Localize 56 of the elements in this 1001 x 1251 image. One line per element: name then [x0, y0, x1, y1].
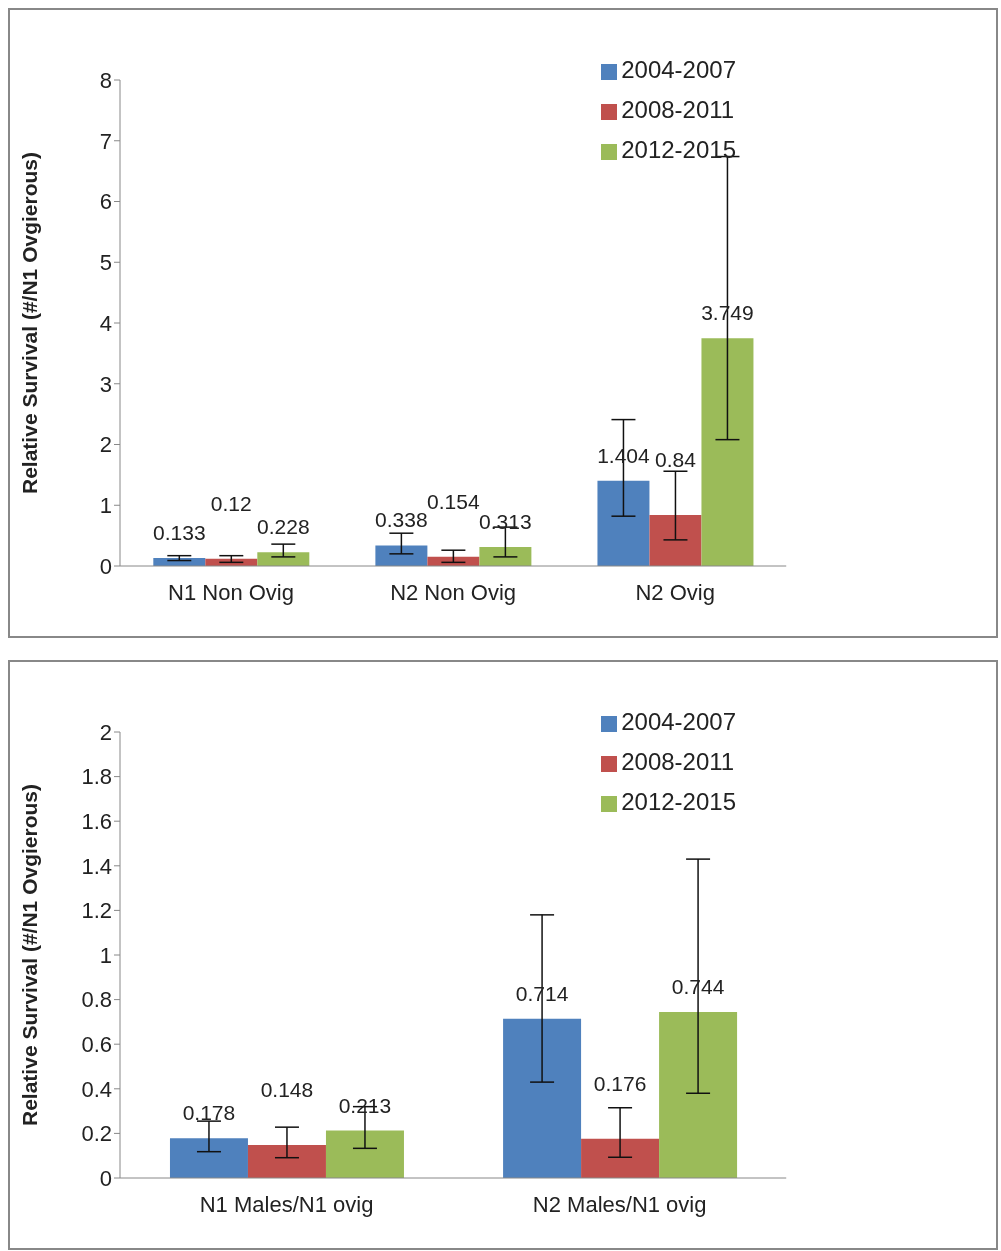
y-axis-title: Relative Survival (#/N1 Ovgierous) — [18, 784, 42, 1126]
bar — [257, 552, 310, 566]
bar — [375, 545, 428, 566]
legend-label: 2008-2011 — [621, 96, 735, 123]
bar — [479, 546, 532, 566]
y-tick-label: 6 — [99, 189, 112, 215]
y-tick-label: 3 — [99, 371, 112, 397]
y-tick-label: 2 — [99, 719, 112, 745]
bar — [247, 1145, 326, 1178]
data-label: 0.213 — [338, 1093, 392, 1117]
data-label: 0.154 — [427, 489, 480, 513]
y-tick-label: 0 — [99, 553, 112, 579]
data-label: 0.338 — [375, 508, 428, 532]
x-tick-label: N1 Males/N1 ovig — [199, 1191, 374, 1217]
y-tick-label: 4 — [99, 310, 112, 336]
y-tick-label: 0.6 — [81, 1032, 112, 1058]
data-label: 0.133 — [153, 520, 206, 544]
y-tick-label: 5 — [99, 250, 112, 276]
legend-label: 2012-2015 — [621, 136, 736, 163]
bar — [701, 338, 754, 566]
x-tick-label: N1 Non Ovig — [168, 579, 295, 605]
y-tick-label: 0.8 — [81, 987, 112, 1013]
data-label: 0.12 — [210, 491, 252, 515]
data-label: 0.84 — [655, 447, 697, 471]
y-tick-label: 0 — [99, 1165, 112, 1191]
y-tick-label: 1.2 — [81, 898, 112, 924]
y-tick-label: 1.6 — [81, 809, 112, 835]
bar — [581, 1138, 660, 1178]
bar — [659, 1012, 738, 1178]
legend-label: 2012-2015 — [621, 788, 736, 815]
legend-label: 2008-2011 — [621, 748, 735, 775]
legend-label: 2004-2007 — [621, 708, 736, 735]
y-tick-label: 1 — [99, 942, 112, 968]
bar — [169, 1138, 248, 1178]
y-tick-label: 8 — [99, 67, 112, 93]
y-axis-title: Relative Survival (#/N1 Ovgierous) — [18, 152, 42, 494]
bar — [503, 1018, 582, 1178]
legend-label: 2004-2007 — [621, 56, 736, 83]
y-tick-label: 1.8 — [81, 764, 112, 790]
x-tick-label: N2 Non Ovig — [390, 579, 517, 605]
y-tick-label: 0.4 — [81, 1076, 112, 1102]
data-label: 0.228 — [257, 515, 310, 539]
x-tick-label: N2 Males/N1 ovig — [532, 1191, 707, 1217]
bar — [649, 514, 702, 566]
y-tick-label: 1 — [99, 493, 112, 519]
bar — [597, 480, 650, 566]
data-label: 0.176 — [593, 1071, 647, 1095]
data-label: 0.178 — [182, 1101, 236, 1125]
data-label: 0.313 — [479, 509, 532, 533]
bar — [325, 1130, 404, 1178]
y-tick-label: 0.2 — [81, 1121, 112, 1147]
y-tick-label: 2 — [99, 432, 112, 458]
y-tick-label: 1.4 — [81, 853, 112, 879]
y-tick-label: 7 — [99, 128, 112, 154]
data-label: 0.148 — [260, 1078, 314, 1101]
x-tick-label: N2 Ovig — [635, 579, 715, 605]
